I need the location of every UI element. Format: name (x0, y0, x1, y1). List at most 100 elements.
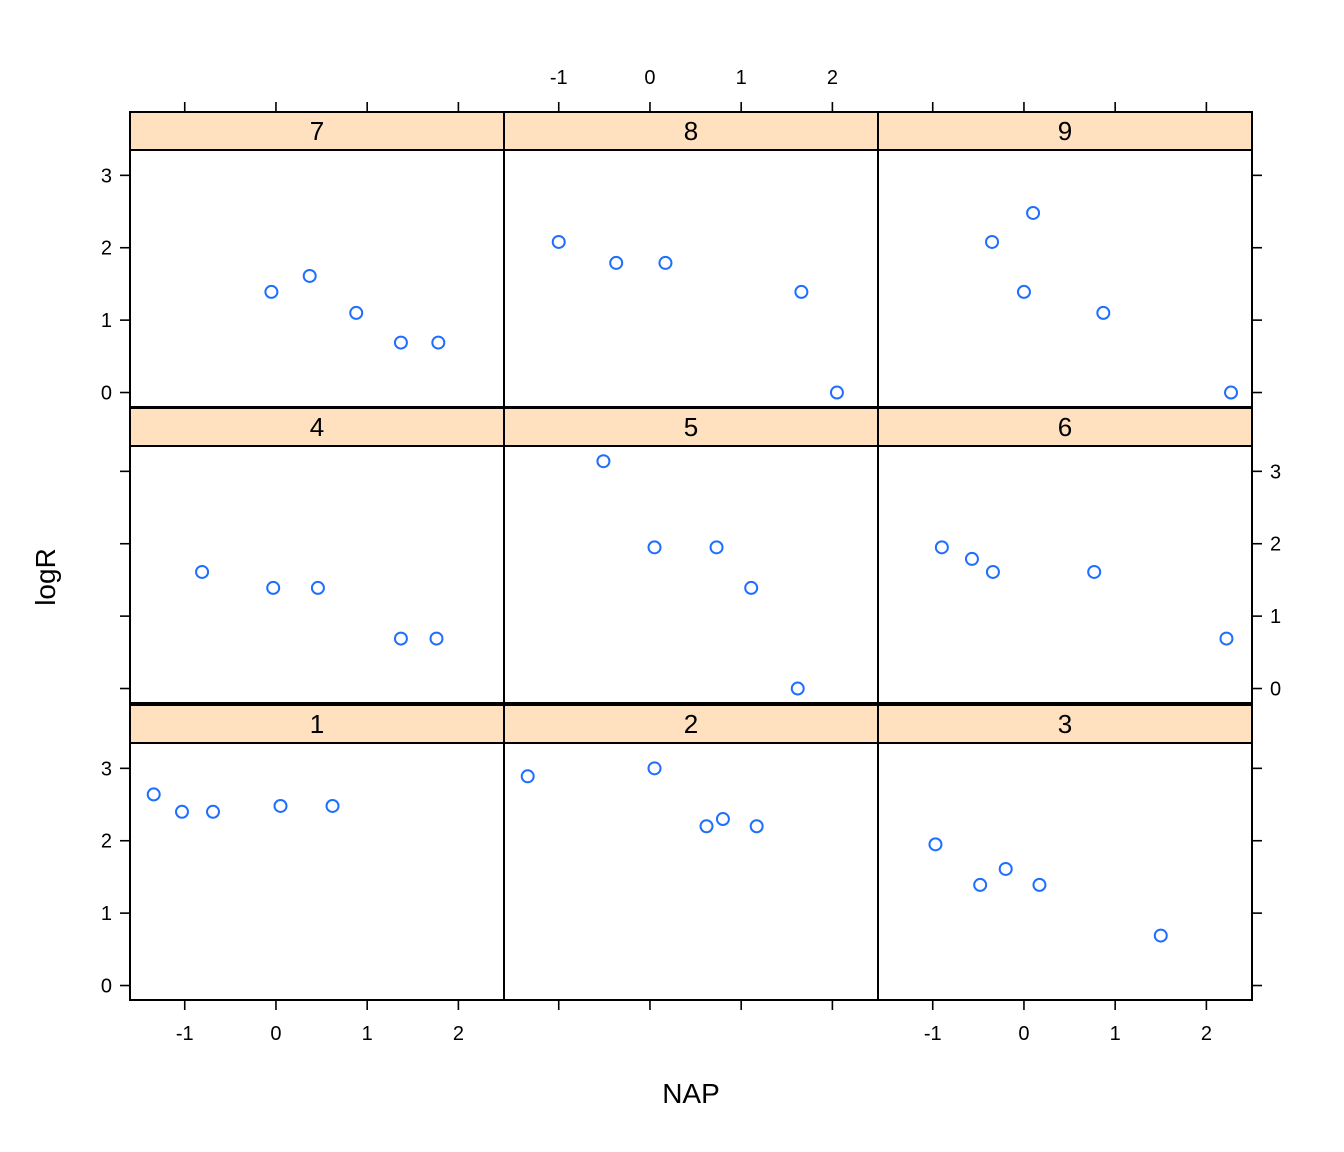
point-6-1 (934, 540, 949, 555)
strip-label-5: 5 (684, 412, 698, 442)
panel-7: 7 (129, 111, 505, 408)
strip-7 (129, 111, 505, 151)
point-7-2 (302, 268, 317, 283)
x-tick-label: -1 (550, 67, 568, 89)
y-tick-label: 2 (1270, 534, 1281, 556)
x-tick-label: 2 (453, 1023, 464, 1045)
panel-frame-6 (877, 445, 1253, 704)
strip-2 (503, 704, 879, 744)
point-4-3 (310, 580, 325, 595)
strip-label-6: 6 (1058, 412, 1072, 442)
point-3-3 (998, 861, 1013, 876)
panel-2: 2 (503, 704, 879, 1001)
point-3-4 (1032, 877, 1047, 892)
y-axis-title: logR (30, 548, 61, 606)
y-tick-label: 3 (101, 165, 112, 187)
y-tick-label: 1 (1270, 606, 1281, 628)
panel-frame-9 (877, 149, 1253, 408)
panel-frame-4 (129, 445, 505, 704)
x-tick-label: 1 (362, 1023, 373, 1045)
y-tick-label: 1 (101, 310, 112, 332)
panel-6: 6 (877, 407, 1253, 704)
x-tick-label: 0 (1018, 1023, 1029, 1045)
point-4-1 (195, 564, 210, 579)
point-9-5 (1224, 385, 1239, 400)
point-1-4 (273, 798, 288, 813)
axes-group: -1 0 1 2 -1 0 1 2 -1 0 1 2 0 1 2 3 0 1 2 3 0 1 2 3 (101, 67, 1281, 1045)
y-tick-label: 2 (101, 238, 112, 260)
x-tick-label: -1 (924, 1023, 942, 1045)
panel-frame-1 (129, 742, 505, 1001)
panel-8: 8 (503, 111, 879, 408)
point-9-2 (1026, 205, 1041, 220)
y-tick-label: 0 (101, 976, 112, 998)
x-tick-label: 0 (270, 1023, 281, 1045)
y-tick-label: 1 (101, 903, 112, 925)
panel-9: 9 (877, 111, 1253, 408)
y-tick-label: 0 (1270, 679, 1281, 701)
point-9-4 (1096, 305, 1111, 320)
strip-label-9: 9 (1058, 116, 1072, 146)
point-5-3 (709, 540, 724, 555)
x-tick-label: -1 (176, 1023, 194, 1045)
point-2-1 (520, 769, 535, 784)
point-4-5 (429, 631, 444, 646)
point-5-1 (596, 454, 611, 469)
x-tick-label: 2 (827, 67, 838, 89)
point-2-2 (647, 761, 662, 776)
x-tick-label: 2 (1201, 1023, 1212, 1045)
x-axis-title: NAP (662, 1078, 720, 1109)
strip-label-1: 1 (310, 709, 324, 739)
y-tick-label: 2 (101, 831, 112, 853)
point-5-2 (647, 540, 662, 555)
panel-frame-8 (503, 149, 879, 408)
point-5-4 (744, 580, 759, 595)
point-7-1 (264, 284, 279, 299)
point-1-3 (206, 804, 221, 819)
point-6-4 (1087, 564, 1102, 579)
point-3-5 (1153, 928, 1168, 943)
point-8-4 (794, 284, 809, 299)
strip-label-3: 3 (1058, 709, 1072, 739)
point-8-5 (829, 385, 844, 400)
panel-4: 4 (129, 407, 505, 704)
point-8-2 (609, 255, 624, 270)
point-6-5 (1219, 631, 1234, 646)
point-9-3 (1016, 284, 1031, 299)
point-6-2 (964, 551, 979, 566)
point-8-1 (551, 234, 566, 249)
point-4-2 (266, 580, 281, 595)
point-1-1 (146, 787, 161, 802)
strip-label-8: 8 (684, 116, 698, 146)
point-6-3 (985, 564, 1000, 579)
point-7-4 (393, 335, 408, 350)
x-tick-label: 0 (644, 67, 655, 89)
strip-label-4: 4 (310, 412, 324, 442)
strip-6 (877, 407, 1253, 447)
point-2-5 (749, 819, 764, 834)
panel-frame-5 (503, 445, 879, 704)
point-8-3 (658, 255, 673, 270)
point-1-2 (174, 804, 189, 819)
point-2-4 (715, 812, 730, 827)
point-2-3 (699, 819, 714, 834)
x-tick-label: 1 (1110, 1023, 1121, 1045)
point-5-5 (790, 681, 805, 696)
y-tick-label: 3 (1270, 461, 1281, 483)
point-3-1 (928, 837, 943, 852)
strip-8 (503, 111, 879, 151)
strip-label-7: 7 (310, 116, 324, 146)
strip-label-2: 2 (684, 709, 698, 739)
point-1-5 (325, 798, 340, 813)
y-tick-label: 3 (101, 758, 112, 780)
point-3-2 (973, 877, 988, 892)
point-7-5 (431, 335, 446, 350)
panel-frame-3 (877, 742, 1253, 1001)
panels-group: 7 8 9 4 5 6 1 2 3 -1 0 1 2 -1 0 1 2 -1 0 1 2 0 1 2 3 0 1 2 3 0 1 2 3 (101, 67, 1281, 1045)
panel-5: 5 (503, 407, 879, 704)
panel-1: 1 (129, 704, 505, 1001)
x-tick-label: 1 (736, 67, 747, 89)
point-9-1 (985, 234, 1000, 249)
point-4-4 (393, 631, 408, 646)
